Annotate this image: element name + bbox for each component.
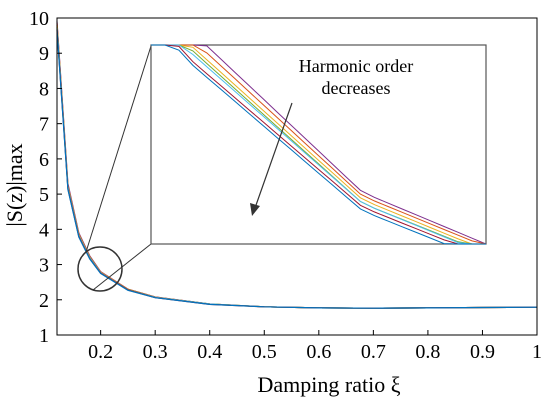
y-tick-label: 5 bbox=[39, 184, 49, 206]
y-tick-label: 10 bbox=[29, 8, 49, 30]
y-axis-label: |S(z)|max bbox=[2, 143, 27, 226]
y-ticks: 1 2 3 4 5 6 7 8 9 10 bbox=[29, 8, 62, 347]
inset-arrow-shaft bbox=[254, 102, 293, 209]
inset-series-line-3 bbox=[151, 44, 486, 245]
x-tick-label: 0.5 bbox=[252, 341, 277, 363]
x-tick-label: 0.3 bbox=[143, 341, 168, 363]
zoom-connector-bottom bbox=[92, 243, 152, 291]
inset-box bbox=[150, 44, 487, 245]
series-line-7 bbox=[56, 30, 538, 309]
x-axis-label: Damping ratio ξ bbox=[258, 372, 401, 397]
x-tick-label: 0.2 bbox=[88, 341, 113, 363]
plot-frame bbox=[56, 17, 538, 336]
inset-series-line-7 bbox=[151, 44, 486, 245]
x-ticks: 0.2 0.3 0.4 0.5 0.6 0.7 0.8 0.9 1 bbox=[88, 330, 542, 363]
y-tick-label: 3 bbox=[39, 255, 49, 277]
x-tick-label: 0.7 bbox=[361, 341, 386, 363]
y-tick-label: 8 bbox=[39, 78, 49, 100]
y-tick-label: 2 bbox=[39, 290, 49, 312]
inset-series-line-5 bbox=[151, 44, 486, 245]
zoom-circle bbox=[77, 246, 123, 292]
x-tick-label: 0.4 bbox=[197, 341, 222, 363]
plot-lines bbox=[56, 21, 538, 309]
inset-lines bbox=[151, 44, 487, 245]
x-tick-label: 0.9 bbox=[470, 341, 495, 363]
y-tick-label: 1 bbox=[39, 325, 49, 347]
inset-series-line-4 bbox=[151, 44, 486, 245]
y-tick-label: 7 bbox=[39, 114, 49, 136]
inset-series-line-2 bbox=[151, 44, 487, 245]
x-tick-label: 1 bbox=[532, 341, 542, 363]
x-tick-label: 0.8 bbox=[415, 341, 440, 363]
y-tick-label: 4 bbox=[39, 219, 49, 241]
y-tick-label: 6 bbox=[39, 149, 49, 171]
zoom-connector-top bbox=[85, 45, 152, 253]
inset-annotation-line1: Harmonic order bbox=[299, 56, 413, 76]
inset-series-line-6 bbox=[151, 44, 486, 245]
y-tick-label: 9 bbox=[39, 43, 49, 65]
x-tick-label: 0.6 bbox=[306, 341, 331, 363]
inset-arrow-head bbox=[250, 203, 260, 216]
inset-annotation-line2: decreases bbox=[322, 78, 391, 98]
inset-series-line-1 bbox=[151, 44, 487, 245]
